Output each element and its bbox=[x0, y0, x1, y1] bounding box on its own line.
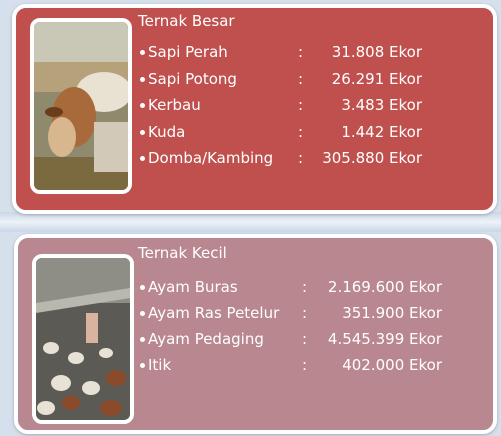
item-value: 31.808 Ekor bbox=[331, 43, 422, 61]
item-value: 2.169.600 Ekor bbox=[327, 278, 442, 296]
item-name: Ayam Ras Petelur bbox=[148, 304, 280, 322]
item-name: Sapi Perah bbox=[148, 43, 228, 61]
separator: : bbox=[298, 43, 304, 61]
photo-chickens-art bbox=[36, 258, 130, 420]
list-item: Ayam Pedaging: 4.545.399 Ekor bbox=[140, 329, 450, 349]
list-item: Kuda: 1.442 Ekor bbox=[140, 122, 430, 142]
bullet bbox=[140, 311, 145, 316]
item-value: 305.880 Ekor bbox=[322, 149, 422, 167]
item-value: 26.291 Ekor bbox=[331, 69, 422, 88]
divider-band bbox=[0, 212, 501, 232]
item-value: 402.000 Ekor bbox=[342, 356, 442, 374]
list-item: Domba/Kambing:305.880 Ekor bbox=[140, 148, 430, 168]
item-name: Sapi Potong bbox=[148, 69, 237, 88]
item-value: 351.900 Ekor bbox=[342, 304, 442, 322]
bullet bbox=[140, 103, 145, 108]
separator: : bbox=[298, 96, 304, 114]
list-item: Ayam Ras Petelur: 351.900 Ekor bbox=[140, 303, 450, 323]
bullet bbox=[140, 285, 145, 290]
list-item: Kerbau: 3.483 Ekor bbox=[140, 95, 430, 115]
photo-cattle-art bbox=[34, 22, 128, 190]
separator: : bbox=[298, 122, 304, 141]
list-item: Ayam Buras: 2.169.600 Ekor bbox=[140, 277, 450, 297]
photo-cattle bbox=[30, 18, 132, 194]
bullet bbox=[140, 129, 145, 135]
list-item: Sapi Perah: 31.808 Ekor bbox=[140, 42, 430, 62]
bullet bbox=[140, 363, 145, 368]
separator: : bbox=[298, 69, 304, 88]
section-title: Ternak Kecil bbox=[138, 244, 227, 262]
separator: : bbox=[302, 330, 308, 348]
item-value: 4.545.399 Ekor bbox=[327, 330, 442, 348]
separator: : bbox=[302, 304, 308, 322]
item-name: Itik bbox=[148, 356, 172, 374]
list-item: Itik: 402.000 Ekor bbox=[140, 355, 450, 375]
item-name: Ayam Buras bbox=[148, 278, 238, 296]
item-name: Ayam Pedaging bbox=[148, 330, 264, 348]
bullet bbox=[140, 337, 145, 342]
item-name: Domba/Kambing bbox=[148, 149, 274, 167]
separator: : bbox=[302, 278, 308, 296]
bullet bbox=[140, 156, 145, 161]
bullet bbox=[140, 76, 145, 82]
item-name: Kuda bbox=[148, 122, 186, 141]
item-value: 1.442 Ekor bbox=[341, 122, 422, 141]
bullet bbox=[140, 50, 145, 55]
separator: : bbox=[298, 149, 304, 167]
section-title: Ternak Besar bbox=[138, 12, 235, 30]
item-name: Kerbau bbox=[148, 96, 201, 114]
photo-chickens bbox=[32, 254, 134, 424]
item-value: 3.483 Ekor bbox=[341, 96, 422, 114]
list-item: Sapi Potong: 26.291 Ekor bbox=[140, 69, 430, 89]
separator: : bbox=[302, 356, 308, 374]
